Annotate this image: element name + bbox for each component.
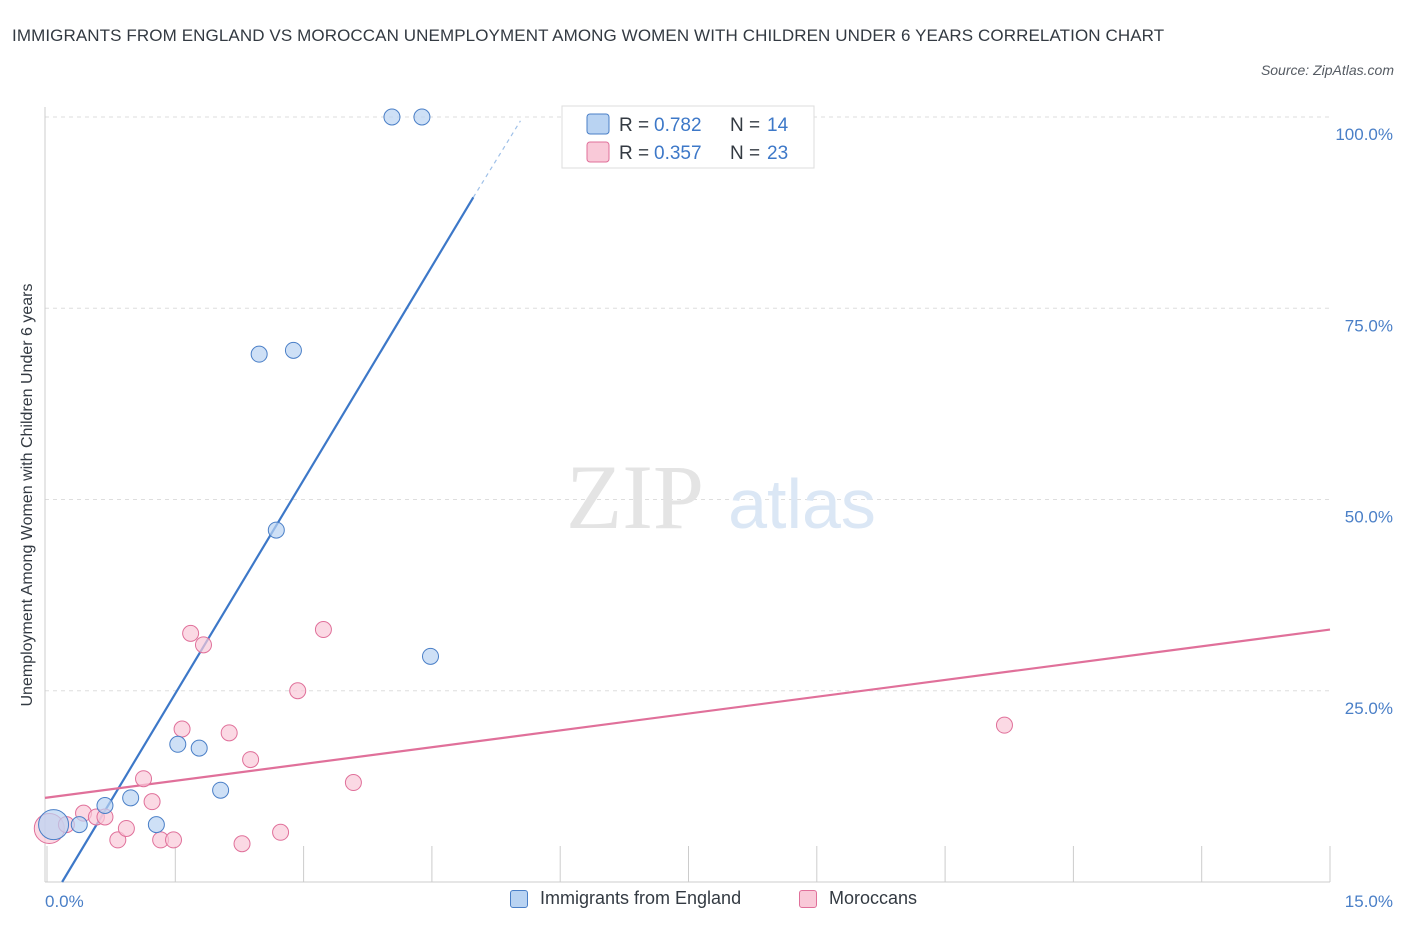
point-moroccans (233, 835, 251, 853)
legend-item-moroccans: Moroccans (799, 888, 917, 909)
point-england (70, 816, 88, 834)
point-england (413, 108, 431, 126)
svg-text:R =: R = (619, 115, 649, 136)
data-points (33, 108, 1013, 853)
axes (44, 107, 1331, 883)
legend-item-england: Immigrants from England (510, 888, 741, 909)
trendline-moroccans (44, 628, 1331, 799)
point-moroccans (173, 720, 191, 738)
point-moroccans (143, 793, 161, 811)
point-moroccans (344, 774, 362, 792)
y-tick-label: 25.0% (1345, 699, 1393, 718)
legend-r-england: 0.782 (654, 115, 702, 136)
point-moroccans (995, 716, 1013, 734)
point-england (383, 108, 401, 126)
point-england (147, 816, 165, 834)
legend-r-moroccans: 0.357 (654, 143, 702, 164)
gridlines (45, 116, 1330, 692)
point-moroccans (220, 724, 238, 742)
legend-box: R = 0.782 N = 14 R = 0.357 N = 23 (561, 105, 815, 169)
tick-labels: 25.0% 50.0% 75.0% 100.0% 0.0% 15.0% (45, 125, 1393, 911)
point-england (212, 781, 230, 799)
point-england (190, 739, 208, 757)
legend-label-england: Immigrants from England (540, 888, 742, 908)
bottom-legend: Immigrants from England Moroccans (0, 888, 1406, 918)
point-england (38, 809, 70, 841)
point-england (96, 797, 114, 814)
point-moroccans (314, 621, 332, 639)
trendline-england (61, 196, 475, 883)
x-tick-label-min: 0.0% (45, 892, 84, 911)
x-tick-label-max: 15.0% (1345, 892, 1393, 911)
legend-label-moroccans: Moroccans (829, 888, 918, 908)
point-moroccans (135, 770, 153, 788)
chart-title: IMMIGRANTS FROM ENGLAND VS MOROCCAN UNEM… (12, 26, 1165, 45)
y-tick-label: 50.0% (1345, 508, 1393, 527)
point-england (267, 521, 285, 539)
point-england (250, 345, 268, 363)
point-moroccans (109, 831, 127, 849)
trendlines (44, 120, 1331, 883)
legend-swatch-moroccans-bottom (799, 889, 817, 908)
watermark: ZIP atlas (566, 446, 876, 548)
legend-swatch-england-bottom (510, 889, 528, 908)
legend-n-england: 14 (767, 115, 789, 136)
watermark-atlas: atlas (728, 465, 876, 543)
point-moroccans (242, 751, 260, 769)
legend-swatch-england (586, 113, 610, 135)
source-label: Source: ZipAtlas.com (1260, 62, 1394, 78)
svg-text:N =: N = (730, 143, 760, 164)
point-moroccans (165, 831, 182, 849)
y-tick-label: 100.0% (1335, 125, 1393, 144)
point-moroccans (182, 624, 200, 642)
point-moroccans (117, 819, 135, 837)
trendline-england-extension (472, 120, 521, 198)
point-england (169, 735, 187, 753)
svg-text:R =: R = (619, 143, 649, 164)
svg-text:N =: N = (730, 115, 760, 136)
point-england (422, 647, 439, 665)
y-tick-label: 75.0% (1345, 316, 1393, 335)
legend-n-moroccans: 23 (767, 143, 788, 164)
point-england (284, 341, 302, 359)
point-moroccans (272, 823, 290, 841)
watermark-zip: ZIP (566, 446, 704, 548)
point-moroccans (194, 636, 212, 654)
point-england (122, 789, 140, 807)
point-moroccans (289, 682, 307, 700)
legend-swatch-moroccans (586, 141, 610, 163)
